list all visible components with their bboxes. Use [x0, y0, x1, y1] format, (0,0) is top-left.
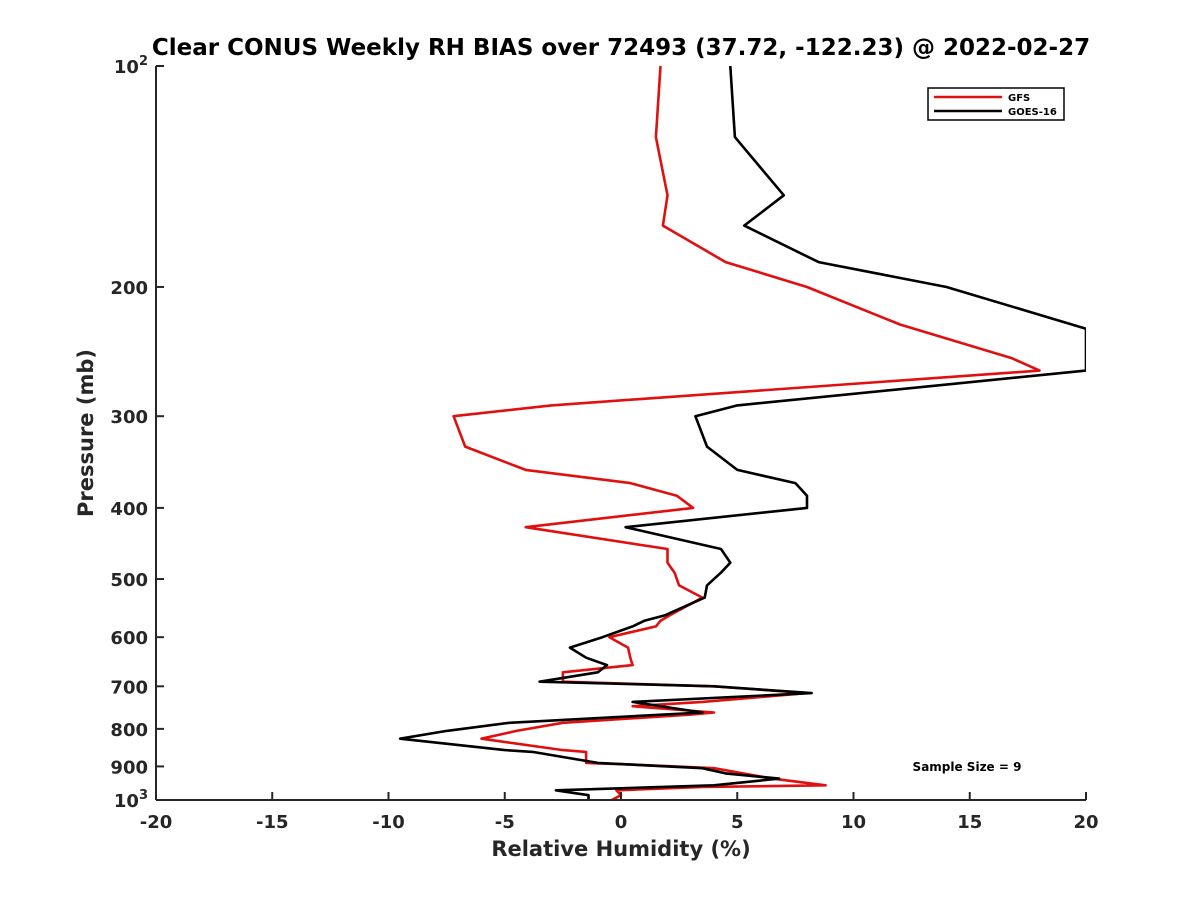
legend-label-gfs: GFS [1008, 93, 1030, 104]
series-line-gfs [452, 65, 1041, 802]
y-tick-label: 500 [110, 570, 148, 591]
y-tick-label: 300 [110, 407, 148, 428]
x-axis-ticks: -20 -15 -10 -5 0 5 10 15 20 [140, 792, 1099, 833]
sample-size-annotation: Sample Size = 9 [913, 760, 1022, 774]
x-tick-label: -20 [140, 812, 173, 833]
chart-title: Clear CONUS Weekly RH BIAS over 72493 (3… [152, 35, 1090, 61]
x-tick-label: 5 [731, 812, 744, 833]
legend: GFS GOES-16 [927, 87, 1065, 121]
y-tick-label: 200 [110, 278, 148, 299]
legend-label-goes16: GOES-16 [1008, 107, 1057, 118]
x-tick-label: -15 [256, 812, 289, 833]
y-tick-label: 800 [110, 720, 148, 741]
y-axis-ticks: 102 200 300 400 500 600 700 800 900 103 [110, 54, 164, 812]
y-tick-label: 600 [110, 628, 148, 649]
x-tick-label: 10 [841, 812, 866, 833]
legend-box [927, 87, 1065, 121]
y-tick-label: 400 [110, 499, 148, 520]
x-tick-label: 20 [1073, 812, 1098, 833]
y-axis-label: Pressure (mb) [74, 349, 98, 517]
x-tick-label: -10 [372, 812, 405, 833]
series-line-goes-16 [398, 65, 1086, 800]
x-axis-label: Relative Humidity (%) [491, 837, 750, 861]
y-tick-label: 103 [114, 788, 148, 812]
y-tick-label: 900 [110, 757, 148, 778]
x-tick-label: 15 [957, 812, 982, 833]
plot-lines [398, 65, 1086, 802]
x-tick-label: -5 [495, 812, 515, 833]
y-tick-label: 700 [110, 677, 148, 698]
x-tick-label: 0 [615, 812, 628, 833]
y-tick-label: 102 [114, 54, 148, 78]
